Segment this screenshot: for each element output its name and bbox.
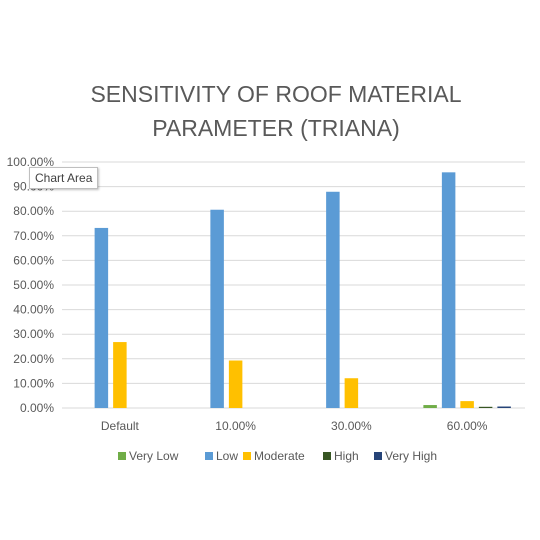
x-axis-categories: Default 10.00% 30.00% 60.00% (101, 419, 488, 433)
y-tick-label: 20.00% (13, 352, 54, 366)
y-tick-label: 0.00% (20, 401, 54, 415)
legend-label: Very High (385, 449, 437, 463)
legend-item-low[interactable]: Low (205, 449, 238, 463)
chart-area-tooltip: Chart Area (29, 167, 99, 189)
y-tick-label: 80.00% (13, 204, 54, 218)
y-tick-label: 30.00% (13, 327, 54, 341)
legend-swatch (374, 452, 382, 460)
chart-title-line-1: SENSITIVITY OF ROOF MATERIAL (90, 81, 461, 107)
gridlines (62, 161, 525, 409)
legend-label: Very Low (129, 449, 179, 463)
bar-low[interactable] (94, 227, 109, 408)
x-category-label: 60.00% (447, 419, 488, 433)
legend-item-moderate[interactable]: Moderate (243, 449, 305, 463)
legend-swatch (118, 452, 126, 460)
bar-low[interactable] (210, 209, 224, 408)
legend-label: High (334, 449, 359, 463)
x-category-label: 10.00% (215, 419, 256, 433)
bar-low[interactable] (326, 191, 340, 408)
y-tick-label: 50.00% (13, 278, 54, 292)
legend-swatch (323, 452, 331, 460)
x-category-label: Default (101, 419, 140, 433)
bar-very-low[interactable] (423, 405, 437, 408)
legend-swatch (205, 452, 213, 460)
bar-moderate[interactable] (460, 401, 474, 408)
chart-title-line-2: PARAMETER (TRIANA) (152, 115, 399, 141)
y-tick-label: 70.00% (13, 229, 54, 243)
bar-moderate[interactable] (113, 342, 127, 408)
y-tick-label: 60.00% (13, 253, 54, 267)
bar-moderate[interactable] (228, 360, 243, 408)
legend-item-very-low[interactable]: Very Low (118, 449, 179, 463)
legend-label: Low (216, 449, 238, 463)
legend-item-very-high[interactable]: Very High (374, 449, 437, 463)
legend[interactable]: Very Low Low Moderate High Very High (118, 449, 437, 463)
plot-area[interactable] (94, 172, 511, 408)
bar-moderate[interactable] (344, 378, 359, 408)
bar-very-high[interactable] (497, 406, 511, 408)
y-axis-ticks: 0.00% 10.00% 20.00% 30.00% 40.00% 50.00% 60.00… (7, 155, 55, 415)
y-tick-label: 100.00% (7, 155, 55, 169)
y-tick-label: 10.00% (13, 376, 54, 390)
legend-swatch (243, 452, 251, 460)
legend-item-high[interactable]: High (323, 449, 359, 463)
bar-low[interactable] (441, 172, 456, 408)
bar-high[interactable] (478, 406, 493, 408)
x-category-label: 30.00% (331, 419, 372, 433)
y-tick-label: 40.00% (13, 303, 54, 317)
legend-label: Moderate (254, 449, 305, 463)
